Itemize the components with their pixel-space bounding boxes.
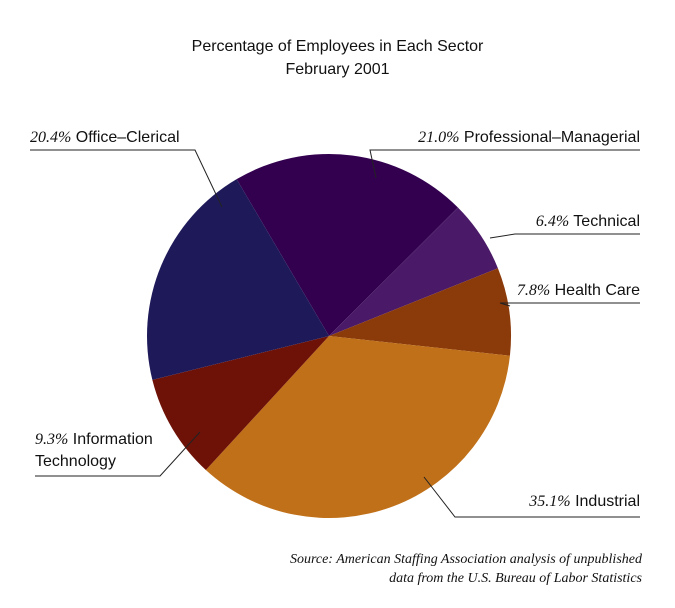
category-label: Professional–Managerial xyxy=(463,129,640,146)
value-label: 35.1% xyxy=(529,493,571,510)
value-label: 21.0% xyxy=(418,129,460,146)
slice-label: 6.4% Technical xyxy=(536,211,640,233)
leader-line xyxy=(35,431,201,477)
slice-label: 35.1% Industrial xyxy=(529,491,640,513)
slice-label: 20.4% Office–Clerical xyxy=(30,127,180,149)
chart-subtitle: February 2001 xyxy=(285,61,390,78)
leader-line xyxy=(30,149,223,208)
category-label: Technical xyxy=(573,213,640,230)
value-label: 6.4% xyxy=(535,213,570,230)
leader-line xyxy=(369,149,640,179)
value-label: 7.8% xyxy=(516,282,551,299)
pie-slice xyxy=(147,179,329,380)
value-label: 20.4% xyxy=(30,129,72,146)
category-label: Industrial xyxy=(575,493,640,510)
slice-label: 9.3% Information Technology xyxy=(35,429,175,473)
value-label: 9.3% xyxy=(35,431,69,448)
leader-line xyxy=(423,476,640,518)
pie-slice xyxy=(205,336,510,519)
slice-label: 7.8% Health Care xyxy=(517,280,640,302)
source-note: Source: American Staffing Association an… xyxy=(289,552,642,567)
category-label: Health Care xyxy=(554,282,640,299)
category-label: Information Technology xyxy=(35,431,153,470)
leader-line xyxy=(499,302,640,307)
pie-slice xyxy=(329,268,511,356)
pie-slice xyxy=(329,207,498,336)
leader-line xyxy=(489,233,640,239)
source-note: data from the U.S. Bureau of Labor Stati… xyxy=(389,571,642,586)
slice-label: 21.0% Professional–Managerial xyxy=(418,127,640,149)
pie-slice xyxy=(236,153,458,336)
category-label: Office–Clerical xyxy=(75,129,180,146)
chart-title: Percentage of Employees in Each Sector xyxy=(191,38,484,55)
